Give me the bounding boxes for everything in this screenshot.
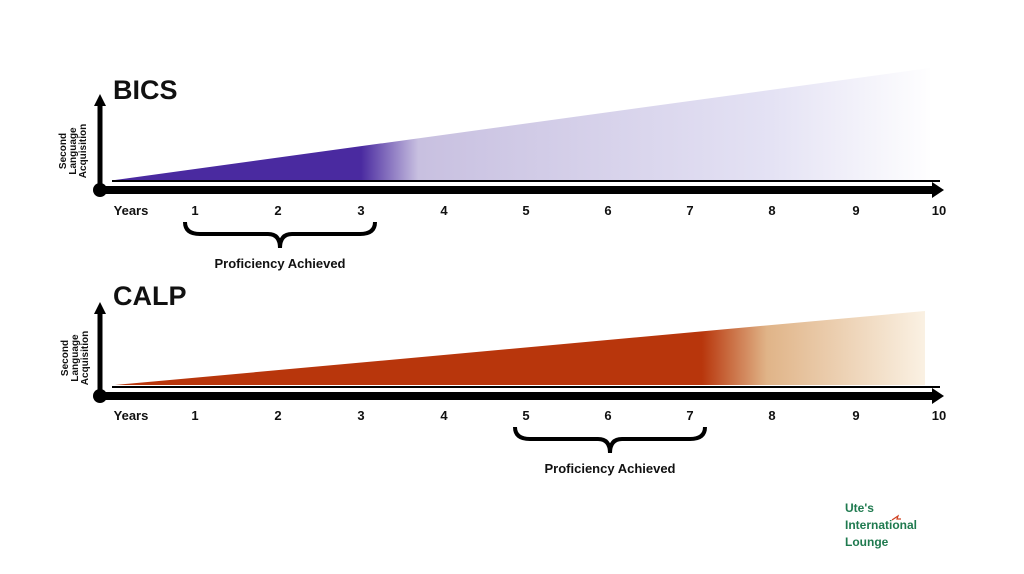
x-label: 7 xyxy=(686,408,693,423)
bics-wedge xyxy=(115,68,930,180)
panel-title: CALP xyxy=(113,281,187,311)
x-label: Years xyxy=(114,408,149,423)
axis-origin xyxy=(93,389,107,403)
x-label: 6 xyxy=(604,203,611,218)
y-label-line: Acquisition xyxy=(80,331,91,385)
x-arrow xyxy=(932,388,944,404)
x-label: 7 xyxy=(686,203,693,218)
y-label-line: Language xyxy=(68,127,79,175)
x-label: 1 xyxy=(191,203,198,218)
proficiency-label: Proficiency Achieved xyxy=(544,461,675,476)
x-label: Years xyxy=(114,203,149,218)
brace xyxy=(513,426,707,454)
y-arrow xyxy=(94,94,106,106)
x-label: 9 xyxy=(852,408,859,423)
x-label: 3 xyxy=(357,408,364,423)
proficiency-label: Proficiency Achieved xyxy=(214,256,345,271)
x-label: 10 xyxy=(932,203,946,218)
x-label: 5 xyxy=(522,203,529,218)
x-label: 10 xyxy=(932,408,946,423)
logo-line: International xyxy=(845,518,917,532)
logo: Ute's International Lounge xyxy=(845,501,917,549)
y-label-line: Second xyxy=(60,340,71,376)
x-arrow xyxy=(932,182,944,198)
y-label: SecondLanguageAcquisition xyxy=(60,331,91,385)
x-label: 9 xyxy=(852,203,859,218)
y-label-line: Language xyxy=(70,334,81,382)
y-arrow xyxy=(94,302,106,314)
panel-title: BICS xyxy=(113,75,178,105)
x-label: 1 xyxy=(191,408,198,423)
x-label: 6 xyxy=(604,408,611,423)
y-label-line: Second xyxy=(58,133,69,169)
logo-line: Ute's xyxy=(845,501,874,515)
calp-wedge xyxy=(115,311,925,385)
brace xyxy=(183,221,377,249)
logo-line: Lounge xyxy=(845,535,889,549)
x-label: 5 xyxy=(522,408,529,423)
x-label: 2 xyxy=(274,203,281,218)
logo-icon xyxy=(891,514,901,521)
axis-origin xyxy=(93,183,107,197)
y-label-line: Acquisition xyxy=(78,124,89,178)
x-label: 8 xyxy=(768,203,775,218)
x-label: 8 xyxy=(768,408,775,423)
x-label: 4 xyxy=(440,408,448,423)
x-label: 4 xyxy=(440,203,448,218)
y-label: SecondLanguageAcquisition xyxy=(58,124,89,178)
x-label: 2 xyxy=(274,408,281,423)
x-label: 3 xyxy=(357,203,364,218)
